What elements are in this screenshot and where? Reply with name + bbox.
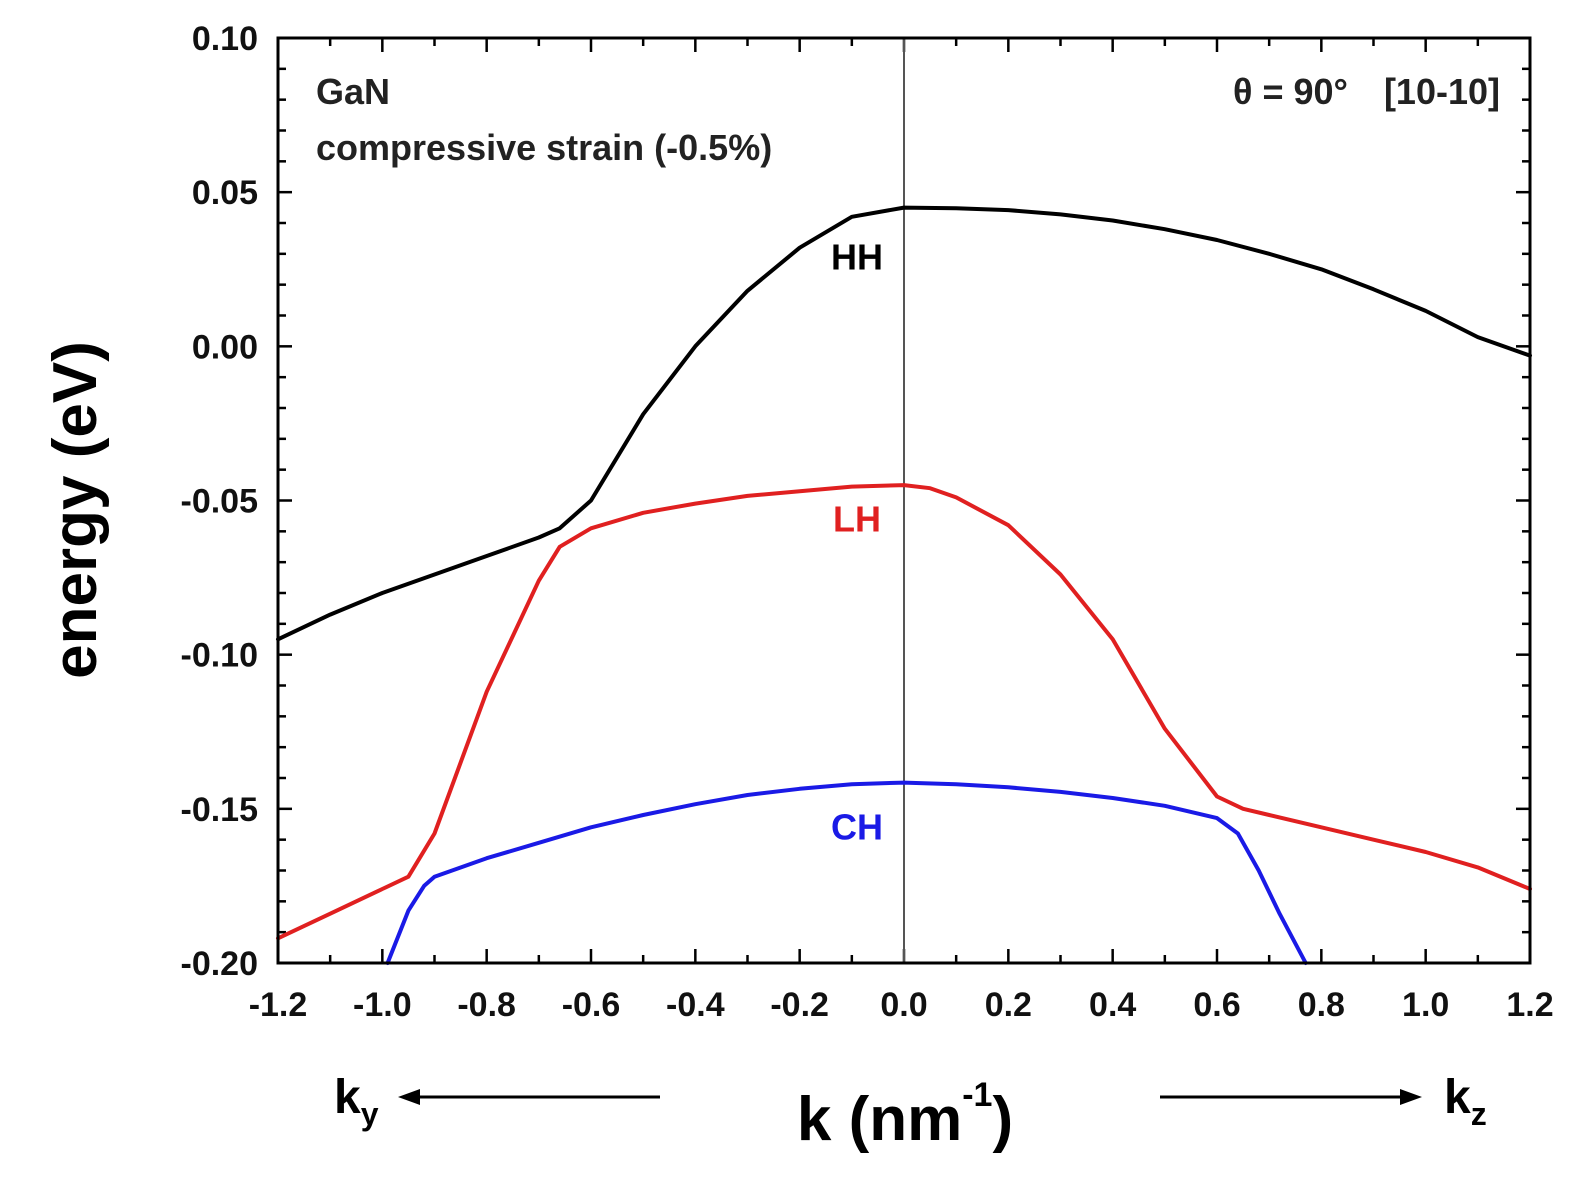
curve-label-lh: LH [833, 498, 881, 539]
x-tick-label: 1.2 [1506, 986, 1553, 1024]
x-tick-label: -1.0 [353, 986, 412, 1024]
x-tick-label: 0.0 [880, 986, 927, 1024]
x-axis-title-main: k (nm [797, 1085, 962, 1154]
y-tick-label: -0.15 [181, 791, 259, 829]
x-axis-title: k (nm-1) [797, 1076, 1013, 1154]
ky-label: ky [334, 1071, 379, 1132]
x-tick-label: -0.2 [770, 986, 829, 1024]
ky-label-sub: y [361, 1096, 379, 1132]
x-tick-label: 1.0 [1402, 986, 1449, 1024]
x-axis-title-close: ) [992, 1085, 1013, 1154]
y-tick-label: 0.05 [192, 174, 258, 212]
y-tick-label: -0.10 [181, 637, 259, 675]
x-tick-label: 0.4 [1089, 986, 1136, 1024]
y-tick-label: 0.00 [192, 328, 258, 366]
kz-arrowhead-icon [1400, 1089, 1422, 1105]
ky-arrowhead-icon [398, 1089, 420, 1105]
ky-label-main: k [334, 1071, 361, 1124]
x-axis-title-superscript: -1 [962, 1076, 992, 1114]
plot-frame [276, 36, 1532, 965]
theta-annotation: θ = 90° [1233, 71, 1348, 112]
orientation-annotation: θ = 90° [10-10] [1233, 71, 1500, 112]
series-line-ch [385, 780, 1308, 965]
band-curves [276, 205, 1532, 965]
y-tick-label: 0.10 [192, 20, 258, 58]
x-tick-labels: -1.2 -1.0 -0.8 -0.6 -0.4 -0.2 0.0 0.2 0.4 0.6 0.8 1… [249, 986, 1554, 1024]
x-tick-label: -0.4 [666, 986, 725, 1024]
x-tick-label: -0.6 [562, 986, 621, 1024]
x-tick-label: 0.8 [1298, 986, 1345, 1024]
series-line-lh [276, 483, 1532, 941]
kz-label-main: k [1444, 1071, 1471, 1124]
curve-label-ch: CH [831, 807, 883, 848]
y-tick-label: -0.05 [181, 483, 259, 521]
series-line-hh [276, 205, 1532, 642]
x-tick-label: -0.8 [457, 986, 516, 1024]
y-tick-labels: 0.10 0.05 0.00 -0.05 -0.10 -0.15 -0.20 [181, 20, 259, 983]
kz-label: kz [1444, 1071, 1487, 1132]
kz-label-sub: z [1471, 1096, 1487, 1132]
strain-annotation: compressive strain (-0.5%) [316, 127, 772, 168]
direction-annotation: [10-10] [1384, 71, 1500, 112]
material-annotation: GaN [316, 71, 390, 112]
x-tick-label: 0.6 [1193, 986, 1240, 1024]
curve-label-hh: HH [831, 236, 883, 277]
curve-labels: HH LH CH [831, 236, 883, 847]
x-tick-label: 0.2 [985, 986, 1032, 1024]
y-tick-label: -0.20 [181, 945, 259, 983]
x-tick-label: -1.2 [249, 986, 308, 1024]
y-axis-title: energy (eV) [41, 341, 110, 679]
